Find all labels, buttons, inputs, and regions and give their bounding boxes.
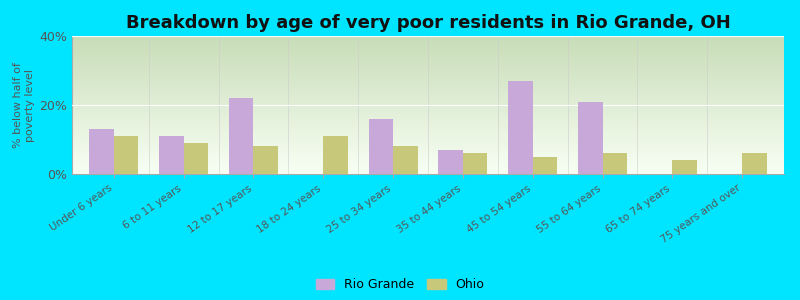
Bar xyxy=(438,150,463,174)
Bar xyxy=(463,153,487,174)
Title: Breakdown by age of very poor residents in Rio Grande, OH: Breakdown by age of very poor residents … xyxy=(126,14,730,32)
Bar xyxy=(90,129,114,174)
Bar xyxy=(578,101,602,174)
Bar xyxy=(229,98,254,174)
Bar xyxy=(672,160,697,174)
Bar xyxy=(114,136,138,174)
Bar xyxy=(254,146,278,174)
Bar xyxy=(508,81,533,174)
Bar xyxy=(184,143,208,174)
Y-axis label: % below half of
poverty level: % below half of poverty level xyxy=(14,62,35,148)
Bar xyxy=(159,136,184,174)
Bar xyxy=(323,136,348,174)
Bar xyxy=(533,157,557,174)
Bar xyxy=(742,153,766,174)
Bar xyxy=(393,146,418,174)
Bar xyxy=(369,119,393,174)
Bar xyxy=(602,153,627,174)
Legend: Rio Grande, Ohio: Rio Grande, Ohio xyxy=(313,276,487,294)
